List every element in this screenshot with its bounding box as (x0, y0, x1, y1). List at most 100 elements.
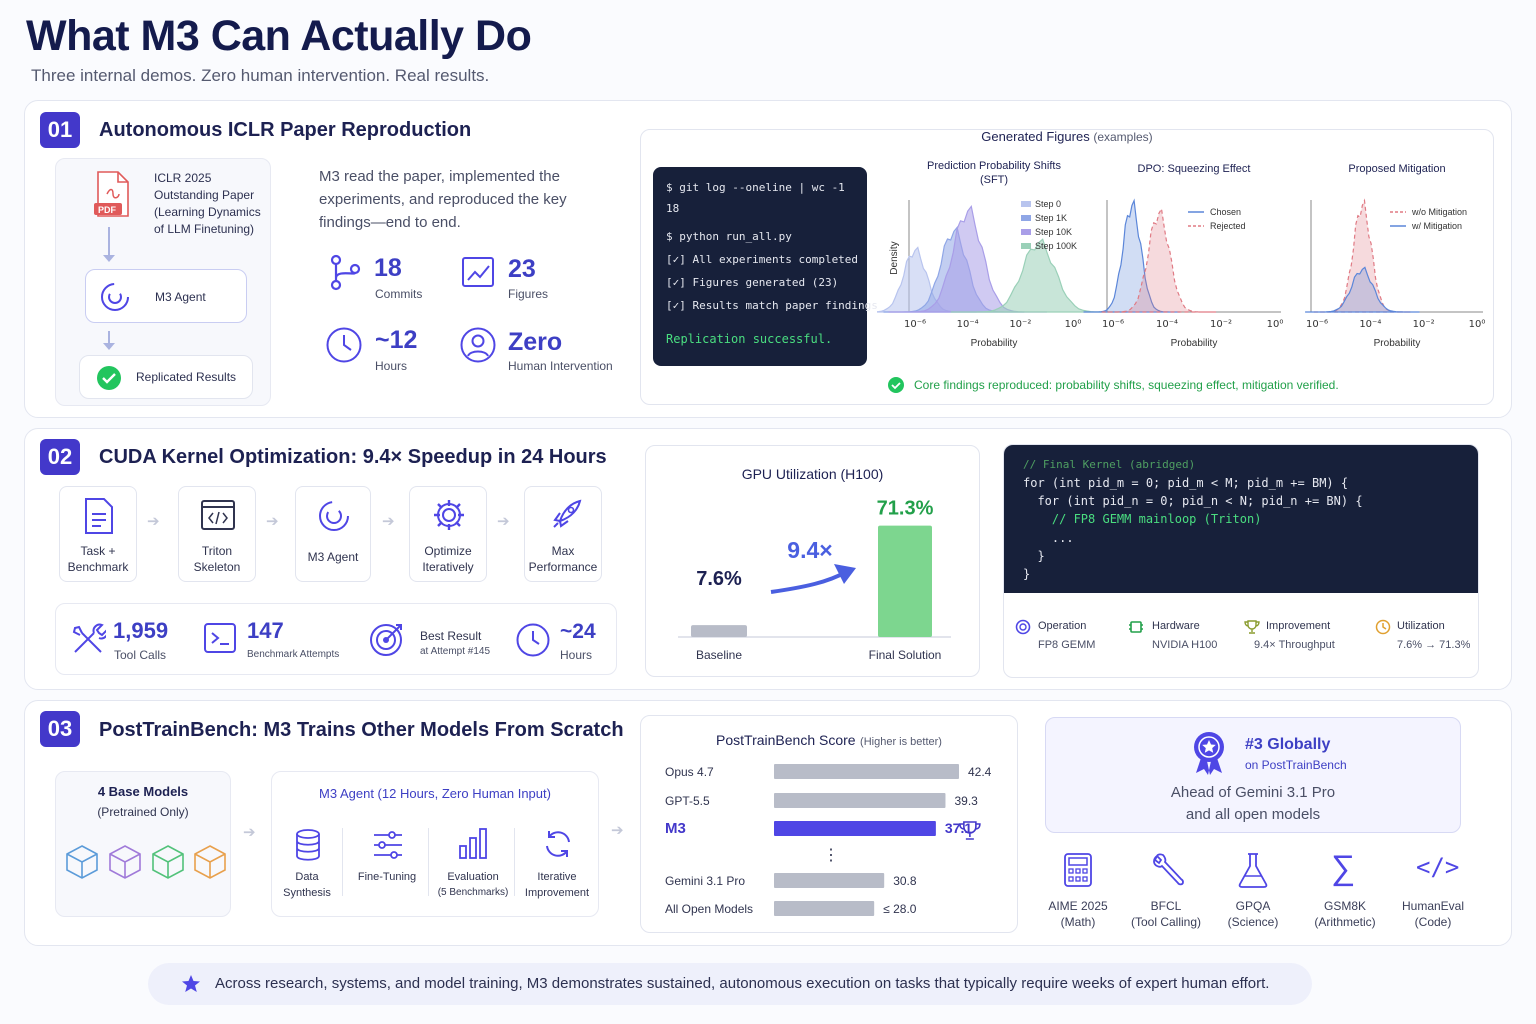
x-tick-label: 10⁻⁶ (1306, 319, 1328, 330)
x-axis-label: Probability (1171, 338, 1218, 349)
step-label: Fine-Tuning (357, 871, 417, 883)
step-label: Benchmark (67, 560, 129, 574)
step-arrow-icon: ➔ (266, 513, 279, 530)
m3-agent-box: M3 Agent (85, 269, 247, 323)
git-branch-icon (330, 254, 361, 291)
pdf-icon (94, 171, 129, 217)
category-label: Final Solution (869, 648, 942, 662)
bench-area: (Math) (1060, 915, 1096, 929)
category-label: M3 (665, 820, 686, 837)
code-line: } (1023, 567, 1031, 581)
benchmark-attempts-value: 147 (247, 618, 284, 643)
code-line: } (1023, 549, 1045, 563)
category-label: Opus 4.7 (665, 765, 714, 779)
step-label: Task + (80, 544, 116, 558)
bench-area: (Code) (1414, 915, 1452, 929)
section-number: 01 (40, 112, 80, 148)
code-comment: // FP8 GEMM mainloop (Triton) (1023, 512, 1262, 526)
trophy-icon (959, 821, 981, 840)
bar-chart-icon (459, 828, 487, 859)
clock-icon (326, 327, 362, 363)
gpu-utilization-panel: GPU Utilization (H100) Baseline Final Sol… (645, 445, 980, 677)
section-title: CUDA Kernel Optimization: 9.4× Speedup i… (99, 446, 607, 468)
bench-area: (Tool Calling) (1130, 915, 1202, 929)
step-label: Optimize (424, 544, 472, 558)
step-arrow-icon: ➔ (497, 513, 510, 530)
tools-icon (72, 623, 106, 653)
step-label: Data (295, 871, 319, 883)
rank-card: #3 Globally on PostTrainBench Ahead of G… (1045, 717, 1461, 833)
section-posttrainbench: 03 PostTrainBench: M3 Trains Other Model… (24, 700, 1512, 946)
x-tick-label: 10⁰ (1065, 319, 1082, 330)
best-result-attempt: at Attempt #145 (420, 646, 491, 657)
score-bar-m3 (774, 821, 936, 836)
replicated-results-box: Replicated Results (79, 355, 253, 399)
best-result-title: Best Result (420, 629, 482, 643)
density-series-chosen (1083, 198, 1181, 313)
step-arrow-icon: ➔ (382, 513, 395, 530)
step-triton-skeleton: Triton Skeleton (178, 486, 256, 582)
legend-label: Chosen (1210, 207, 1241, 217)
replicated-results-label: Replicated Results (136, 370, 237, 384)
page-subtitle: Three internal demos. Zero human interve… (31, 66, 490, 85)
hours-label: Hours (375, 359, 408, 373)
footer-banner: Across research, systems, and model trai… (148, 963, 1312, 1005)
benchmark-gpqa: GPQA (Science) (1209, 898, 1297, 930)
refresh-icon (546, 831, 570, 857)
step-arrow-icon: ➔ (147, 513, 160, 530)
legend-label: Step 10K (1035, 227, 1072, 237)
rank-sub: on PostTrainBench (1245, 758, 1347, 772)
tool-calls-value: 1,959 (113, 618, 169, 643)
terminal-line: $ git log --oneline | wc -1 (666, 181, 845, 194)
section-number: 03 (40, 711, 80, 747)
rank-title: #3 Globally (1245, 736, 1331, 753)
x-tick-label: 10⁻⁶ (904, 319, 926, 330)
x-tick-label: 10⁻² (1413, 319, 1435, 330)
flow-arrow-icon: ➔ (243, 824, 256, 841)
posttrainbench-score-panel: PostTrainBench Score (Higher is better) … (640, 715, 1018, 933)
figure-charts: Prediction Probability Shifts (SFT) 10⁻⁶ 10… (877, 160, 1485, 349)
cuda-stats-row: 1,959 Tool Calls 147 Benchmark Attempts … (55, 603, 617, 675)
operation-icon (1015, 619, 1031, 635)
database-icon (296, 829, 320, 861)
step-task-benchmark: Task + Benchmark (59, 486, 137, 582)
sliders-icon (374, 831, 402, 859)
bench-name: HumanEval (1401, 899, 1465, 913)
score-subtitle: (Higher is better) (860, 736, 942, 748)
step-label: Iterative (537, 871, 577, 883)
benchmark-attempts-label: Benchmark Attempts (247, 649, 340, 660)
legend-swatch (1021, 201, 1031, 207)
code-window-icon (201, 500, 235, 530)
m3-agent-pipeline: M3 Agent (12 Hours, Zero Human Input) Da… (271, 771, 599, 917)
pipeline-step-finetune: Fine-Tuning (342, 869, 432, 885)
paper-award: Outstanding Paper (154, 188, 255, 202)
benchmark-humaneval: HumanEval (Code) (1389, 898, 1477, 930)
y-axis-label: Density (889, 241, 900, 274)
figures-label: Figures (508, 287, 549, 301)
meta-hardware-value: NVIDIA H100 (1152, 639, 1218, 651)
category-label: Gemini 3.1 Pro (665, 874, 745, 888)
page-title: What M3 Can Actually Do (26, 12, 532, 60)
flow-arrowhead-icon (103, 343, 115, 350)
flow-arrowhead-icon (103, 255, 115, 262)
step-label: Skeleton (193, 560, 241, 574)
trophy-icon (1244, 620, 1260, 634)
generated-figures-panel: Generated Figures (examples) $ git log -… (640, 129, 1494, 405)
terminal-line: 18 (666, 202, 680, 215)
category-label: All Open Models (665, 902, 753, 916)
legend-swatch (1021, 243, 1031, 249)
agent-loop-icon (101, 283, 129, 311)
commits-value: 18 (374, 254, 402, 282)
legend-swatch (1021, 229, 1031, 235)
value-label: 71.3% (877, 498, 934, 520)
category-label: Baseline (696, 648, 742, 662)
bench-area: (Science) (1227, 915, 1279, 929)
score-bar-gemini-3-1-pro (774, 873, 885, 888)
step-label: Iteratively (422, 560, 474, 574)
human-intervention-value: Zero (508, 328, 563, 356)
check-circle-icon (97, 366, 121, 390)
bar-final-solution (878, 525, 932, 637)
clock-icon (516, 623, 550, 657)
pipeline-step-data: Data Synthesis (272, 869, 342, 901)
x-tick-label: 10⁻² (1210, 319, 1232, 330)
